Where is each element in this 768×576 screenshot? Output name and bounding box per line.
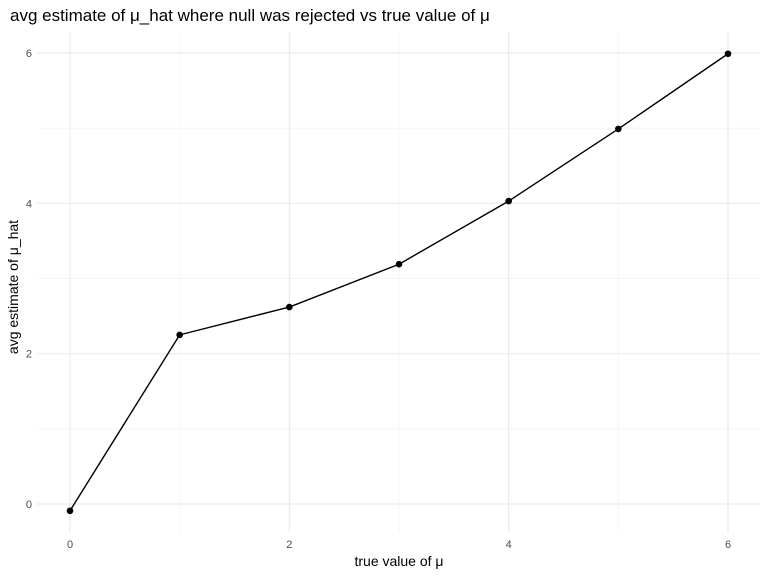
x-tick-label: 4 — [506, 539, 512, 551]
y-tick-label: 4 — [26, 198, 32, 210]
chart-title: avg estimate of μ_hat where null was rej… — [10, 6, 490, 25]
grid — [37, 32, 760, 532]
data-point — [66, 507, 74, 515]
series — [66, 50, 732, 515]
x-axis-title: true value of μ — [354, 553, 443, 569]
x-tick-label: 6 — [725, 539, 731, 551]
data-point — [505, 197, 512, 205]
x-tick-label: 2 — [286, 539, 292, 551]
x-tick-label: 0 — [67, 539, 73, 551]
data-point — [286, 303, 293, 311]
data-point — [395, 260, 403, 268]
y-axis-title: avg estimate of μ_hat — [5, 220, 21, 354]
data-point — [615, 125, 622, 133]
y-tick-label: 2 — [26, 349, 32, 361]
tick-labels: 0 2 4 6 0 2 4 6 — [26, 48, 731, 551]
data-point — [724, 50, 732, 58]
y-tick-label: 6 — [26, 48, 32, 60]
y-tick-label: 0 — [26, 499, 32, 511]
data-point — [176, 331, 183, 339]
